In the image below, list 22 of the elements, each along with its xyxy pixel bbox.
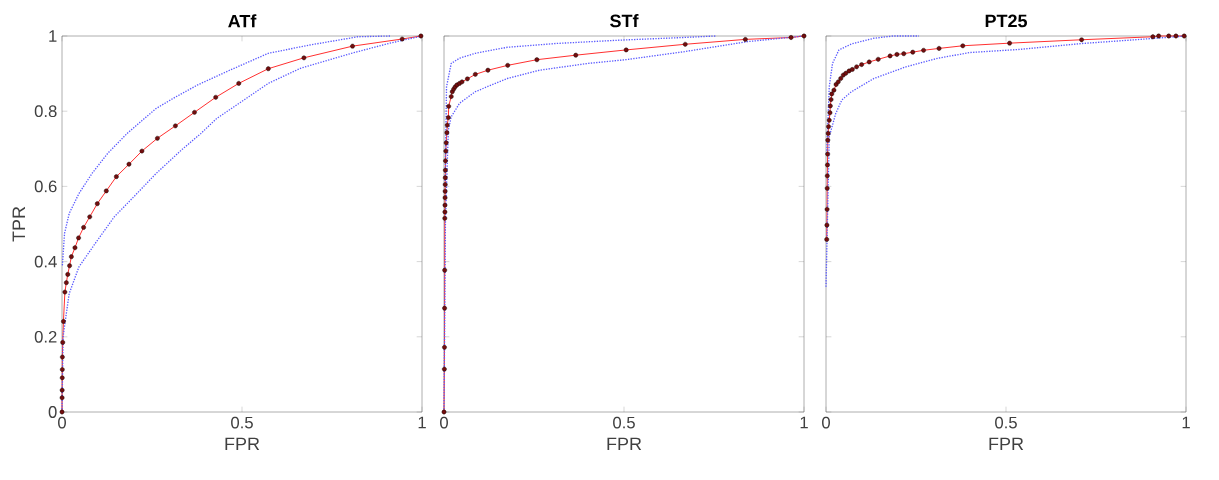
y-axis-title: TPR: [12, 206, 25, 242]
x-tick-label: 0.5: [613, 416, 635, 429]
y-tick-label: 0.2: [34, 330, 57, 343]
x-axis-title: FPR: [607, 437, 642, 451]
x-tick-label: 1: [418, 416, 426, 429]
chart-title: STf: [610, 14, 639, 28]
chart-title: PT25: [985, 14, 1028, 28]
chart-title: ATf: [228, 14, 257, 28]
y-tick-label: 0.4: [34, 255, 57, 268]
y-tick-label: 1: [49, 30, 57, 42]
x-tick-label: 0.5: [231, 416, 253, 429]
x-axis-title: FPR: [225, 437, 260, 451]
x-tick-label: 0: [58, 416, 66, 429]
y-tick-label: 0.8: [34, 105, 57, 118]
x-tick-label: 0: [822, 416, 830, 429]
x-tick-label: 0: [440, 416, 448, 429]
x-axis-title: FPR: [989, 437, 1024, 451]
x-tick-label: 1: [800, 416, 808, 429]
y-tick-label: 0.6: [34, 180, 57, 193]
y-tick-label: 0: [48, 406, 57, 418]
x-tick-label: 0.5: [995, 416, 1017, 429]
x-tick-label: 1: [1182, 416, 1190, 429]
